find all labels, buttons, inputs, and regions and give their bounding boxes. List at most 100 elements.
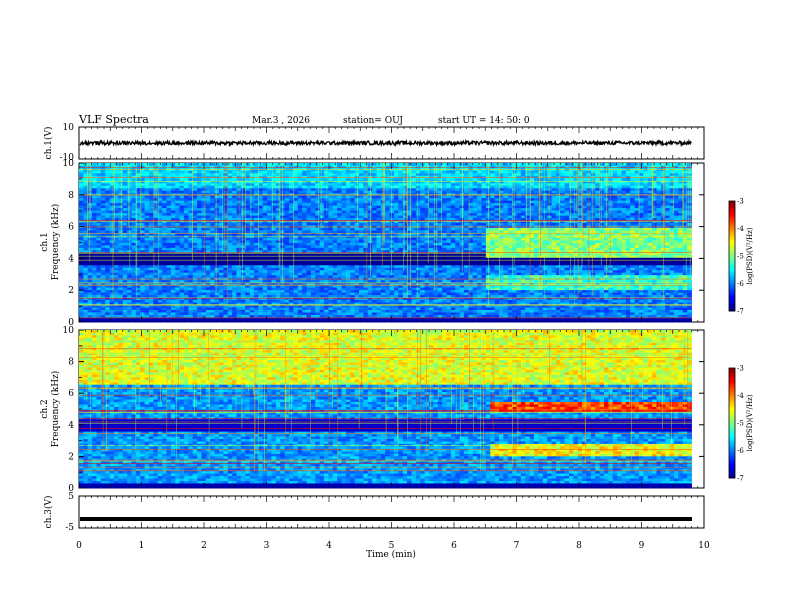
spectrogram-cell [249, 317, 255, 320]
spectrogram-cell [232, 163, 237, 166]
spectrogram-cell [284, 207, 290, 211]
spectrogram-cell [197, 272, 202, 276]
spectrogram-cell [306, 215, 312, 219]
spectrogram-cell [92, 272, 97, 276]
spectrogram-cell [293, 212, 299, 216]
spectrogram-cell [188, 175, 194, 179]
spectrogram-cell [92, 284, 97, 288]
spectrogram-cell [219, 190, 224, 194]
spectrogram-cell [192, 264, 198, 268]
spectrogram-cell [367, 170, 373, 174]
spectrogram-cell [293, 282, 299, 286]
spectrogram-cell [354, 237, 360, 241]
spectrogram-cell [258, 244, 264, 248]
spectrogram-cell [258, 289, 264, 293]
spectrogram-cell [372, 230, 377, 233]
spectrogram-cell [341, 177, 347, 181]
spectrogram-cell [249, 272, 255, 276]
spectrogram-cell [214, 289, 220, 293]
spectrogram-cell [289, 292, 294, 296]
spectrogram-cell [179, 274, 185, 278]
spectrogram-cell [337, 192, 342, 196]
spectrogram-cell [394, 185, 399, 189]
spectrogram-cell [284, 259, 290, 263]
spectrogram-cell [376, 299, 382, 303]
spectrogram-cell [363, 177, 369, 181]
spectrogram-cell [324, 314, 329, 318]
spectrogram-cell [306, 212, 312, 216]
spectrogram-cell [149, 317, 154, 320]
spectrogram-cell [337, 230, 342, 233]
spectrogram-cell [389, 267, 395, 271]
spectrogram-cell [332, 289, 338, 293]
spectrogram-cell [411, 232, 417, 236]
spectrogram-cell [100, 272, 106, 276]
spectrogram-cell [389, 200, 395, 204]
spectrogram-cell [179, 319, 185, 323]
spectrogram-cell [345, 200, 351, 204]
spectrogram-cell [240, 180, 246, 184]
spectrogram-cell [135, 287, 141, 291]
spectrogram-cell [389, 272, 395, 276]
spectrogram-cell [162, 314, 167, 318]
spectrogram-cell [328, 240, 334, 243]
spectrogram-cell [275, 307, 281, 310]
spectrogram-cell [188, 177, 194, 181]
spectrogram-cell [114, 230, 119, 233]
spectrogram-cell [332, 205, 338, 209]
spectrogram-cell [345, 279, 351, 283]
spectrogram-cell [372, 272, 377, 276]
spectrogram-cell [144, 309, 150, 313]
spectrogram-cell [131, 195, 137, 199]
spectrogram-cell [345, 309, 351, 313]
spectrogram-cell [302, 230, 307, 233]
spectrogram-cell [240, 237, 246, 241]
spectrogram-cell [83, 172, 89, 176]
spectrogram-cell [407, 294, 412, 298]
spectrogram-cell [214, 197, 220, 201]
spectrogram-cell [332, 192, 338, 196]
spectrogram-cell [210, 287, 216, 291]
spectrogram-cell [87, 217, 93, 221]
spectrogram-cell [240, 212, 246, 216]
spectrogram-cell [127, 272, 132, 276]
spectrogram-cell [319, 175, 325, 179]
spectrogram-cell [197, 210, 202, 214]
spectrogram-cell [175, 200, 181, 204]
spectrogram-cell [350, 262, 356, 266]
spectrogram-cell [254, 163, 259, 166]
spectrogram-cell [83, 244, 89, 248]
spectrogram-cell [140, 317, 146, 320]
spectrogram-cell [131, 302, 137, 306]
spectrogram-cell [394, 247, 399, 251]
spectrogram-cell [114, 202, 119, 206]
spectrogram-cell [337, 210, 342, 214]
spectrogram-cell [315, 282, 321, 286]
spectrogram-cell [153, 262, 159, 266]
spectrogram-cell [118, 282, 124, 286]
spectrogram-cell [122, 210, 128, 214]
spectrogram-cell [328, 227, 334, 231]
spectrogram-cell [232, 292, 237, 296]
spectrogram-cell [79, 207, 84, 211]
spectrogram-cell [332, 207, 338, 211]
spectrogram-cell [258, 197, 264, 201]
spectrogram-cell [315, 190, 321, 194]
spectrogram-cell [407, 232, 412, 236]
spectrogram-cell [236, 249, 242, 253]
spectrogram-cell [324, 215, 329, 219]
spectrogram-cell [262, 319, 268, 323]
spectrogram-cell [289, 267, 294, 271]
spectrogram-cell [380, 312, 386, 315]
spectrogram-cell [372, 242, 377, 246]
spectrogram-cell [363, 190, 369, 194]
spectrogram-cell [341, 202, 347, 206]
spectrogram-cell [245, 187, 251, 191]
spectrogram-cell [289, 192, 294, 196]
spectrogram-cell [372, 264, 377, 268]
spectrogram-cell [289, 287, 294, 291]
spectrogram-cell [385, 272, 391, 276]
spectrogram-cell [297, 215, 303, 219]
spectrogram-cell [135, 212, 141, 216]
spectrogram-cell [289, 307, 294, 310]
